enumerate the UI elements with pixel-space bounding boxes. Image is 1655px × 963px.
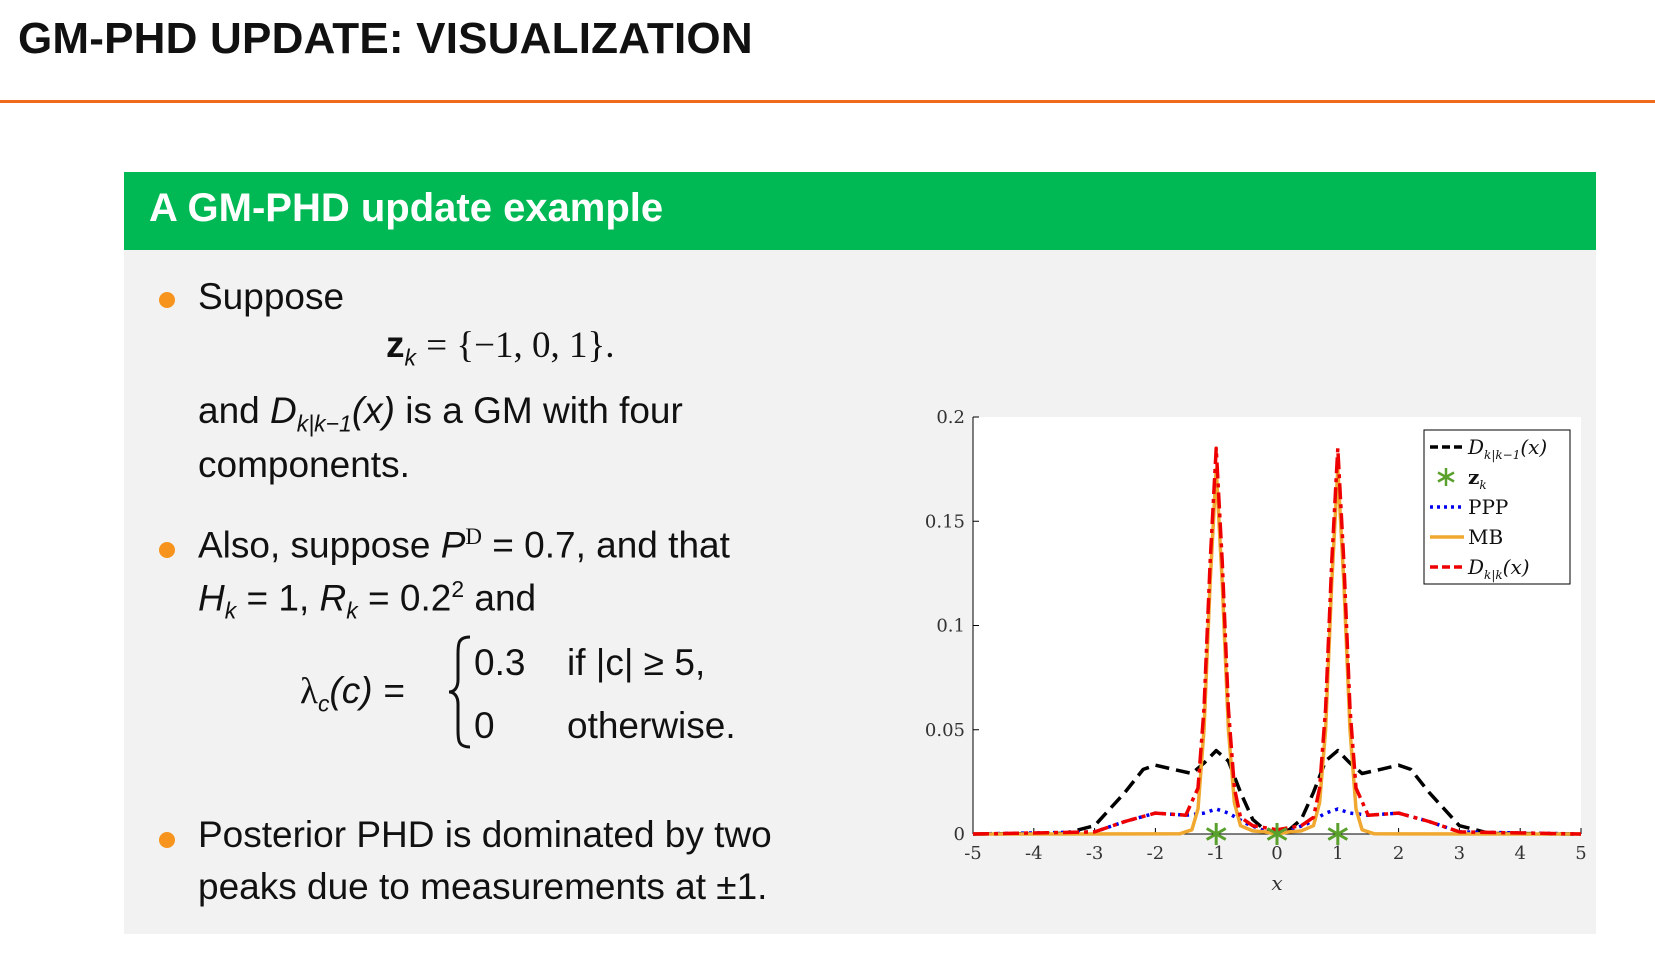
bullet2-line2: Hk = 1, Rk = 0.22 and	[198, 576, 536, 625]
lambda-sub: c	[317, 690, 330, 717]
eq-z: z	[386, 324, 405, 365]
line2-sub: k|k−1	[296, 410, 352, 437]
y-tick-label: 0.05	[925, 720, 965, 741]
line2-D: D	[270, 390, 297, 431]
r-and: and	[464, 577, 537, 619]
r-val: = 0.2	[357, 577, 452, 619]
lambda-lhs: λc(c) =	[300, 670, 404, 717]
measurement-set-equation: zk = {−1, 0, 1}.	[386, 324, 615, 371]
case2-value: 0	[474, 705, 495, 746]
bullet1-line3: components.	[198, 444, 410, 485]
y-tick-label: 0.2	[936, 407, 965, 428]
x-tick-label: -3	[1086, 843, 1104, 864]
x-tick-label: -4	[1025, 843, 1043, 864]
block-header: A GM-PHD update example	[124, 172, 1596, 250]
bullet-dot-2	[159, 542, 175, 558]
pd-pre: Also, suppose	[198, 524, 441, 566]
y-tick-label: 0.15	[925, 511, 965, 532]
case1-condition: if |c| ≥ 5,	[567, 642, 706, 683]
y-tick-label: 0	[954, 824, 965, 845]
h-sub: k	[224, 597, 237, 624]
line2-arg: (x)	[351, 390, 395, 431]
bullet-dot-1	[159, 292, 175, 308]
legend-label: Dk|k(x)	[1467, 555, 1530, 582]
bullet1-line2: and Dk|k−1(x) is a GM with four	[198, 390, 683, 437]
z-marker	[1327, 823, 1349, 845]
x-tick-label: -2	[1147, 843, 1165, 864]
z-marker	[1205, 823, 1227, 845]
legend-label: Dk|k−1(x)	[1467, 435, 1547, 462]
case2-condition: otherwise.	[567, 705, 736, 746]
z-marker	[1266, 823, 1288, 845]
block-title: A GM-PHD update example	[149, 186, 664, 230]
x-tick-label: 5	[1575, 843, 1586, 864]
h-val: = 1,	[236, 577, 320, 619]
legend-label: MB	[1468, 525, 1503, 549]
legend: Dk|k−1(x) zk PPP MB Dk|k(x)	[1423, 429, 1571, 585]
legend-label: zk	[1468, 465, 1487, 492]
lambda-symbol: λ	[300, 671, 318, 712]
line2-pre: and	[198, 390, 271, 431]
eq-rhs: = {−1, 0, 1}.	[426, 325, 615, 366]
x-tick-label: -5	[964, 843, 982, 864]
bullet3-line1: Posterior PHD is dominated by two	[198, 814, 772, 855]
cases-brace	[448, 635, 471, 749]
bullet2-line1: Also, suppose PD = 0.7, and that	[198, 524, 730, 566]
pd-symbol: P	[440, 524, 466, 566]
pd-post: = 0.7, and that	[481, 524, 730, 566]
x-tick-label: 0	[1271, 843, 1282, 864]
series-lines	[972, 446, 1582, 845]
legend-marker	[1437, 468, 1455, 486]
eq-z-sub: k	[404, 344, 416, 371]
lambda-arg: (c) =	[329, 670, 405, 711]
y-tick-label: 0.1	[936, 616, 965, 637]
x-tick-label: 4	[1514, 843, 1525, 864]
x-tick-label: 2	[1393, 843, 1404, 864]
x-axis-label: x	[1271, 871, 1282, 895]
r-sup: 2	[451, 576, 465, 602]
r-symbol: R	[319, 577, 347, 619]
legend-label: PPP	[1468, 495, 1508, 519]
line2-post: is a GM with four	[394, 390, 683, 431]
case1-value: 0.3	[474, 642, 526, 683]
slide-title: GM-PHD UPDATE: VISUALIZATION	[18, 14, 753, 63]
bullet1-intro: Suppose	[198, 276, 345, 317]
x-tick-label: -1	[1207, 843, 1225, 864]
legend-box	[1423, 429, 1571, 585]
title-rule	[0, 100, 1655, 103]
h-symbol: H	[198, 577, 225, 619]
bullet3-line2: peaks due to measurements at ±1.	[198, 866, 768, 907]
r-sub: k	[346, 597, 358, 624]
pd-sup: D	[465, 524, 482, 549]
x-tick-label: 3	[1454, 843, 1465, 864]
bullet-dot-3	[159, 832, 175, 848]
x-tick-label: 1	[1332, 843, 1343, 864]
